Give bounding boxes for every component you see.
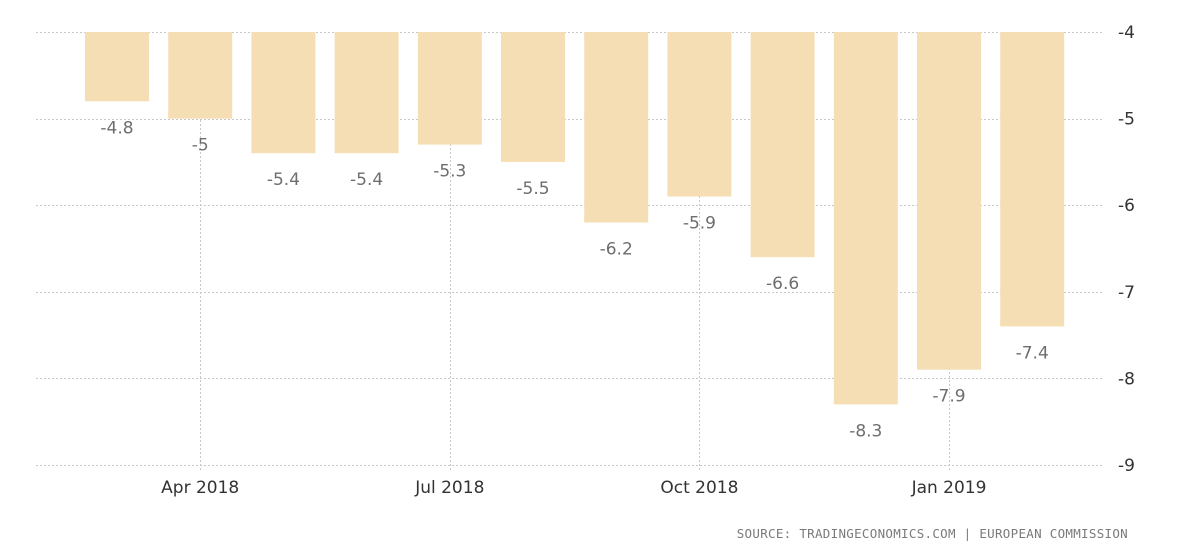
bar-feb-2019	[1000, 32, 1065, 327]
data-label: -5	[192, 136, 209, 156]
y-tick-label: -9	[1118, 456, 1135, 476]
bar-jul-2018	[417, 32, 482, 145]
data-label: -5.3	[433, 162, 466, 182]
data-label: -5.4	[350, 170, 383, 190]
y-tick-label: -5	[1118, 110, 1135, 130]
source-footer: SOURCE: TRADINGECONOMICS.COM | EUROPEAN …	[736, 526, 1128, 541]
data-label: -7.9	[932, 387, 965, 407]
bar-jun-2018	[334, 32, 399, 154]
data-label: -6.2	[600, 240, 633, 260]
data-label: -5.4	[267, 170, 300, 190]
data-label: -8.3	[849, 421, 882, 441]
x-tick-label: Jul 2018	[414, 478, 484, 498]
y-tick-label: -6	[1118, 196, 1135, 216]
x-tick-label: Jan 2019	[911, 478, 987, 498]
x-tick-label: Oct 2018	[660, 478, 738, 498]
data-label: -4.8	[100, 118, 133, 138]
bar-oct-2018	[667, 32, 732, 197]
y-tick-label: -7	[1118, 283, 1135, 303]
y-tick-label: -4	[1118, 23, 1135, 43]
bar-jan-2019	[917, 32, 981, 370]
bar-nov-2018	[750, 32, 815, 258]
x-tick-label: Apr 2018	[161, 478, 239, 498]
data-label: -5.5	[516, 179, 549, 199]
data-label: -5.9	[683, 214, 716, 234]
data-label: -6.6	[766, 274, 799, 294]
bar-aug-2018	[501, 32, 565, 162]
bar-may-2018	[251, 32, 316, 154]
data-label: -7.4	[1016, 343, 1049, 363]
bar-mar-2018	[85, 32, 149, 102]
x-axis: Apr 2018 Jul 2018 Oct 2018 Jan 2019	[161, 478, 986, 498]
bars	[85, 32, 1065, 405]
data-labels: -4.8 -5 -5.4 -5.4 -5.3 -5.5 -6.2 -5.9 -6.6 -8.3 -7…	[100, 118, 1048, 441]
y-axis: -4 -5 -6 -7 -8 -9	[1118, 23, 1135, 476]
bar-apr-2018	[168, 32, 233, 119]
bar-sep-2018	[584, 32, 649, 223]
y-tick-label: -8	[1118, 369, 1135, 389]
bar-dec-2018	[833, 32, 898, 405]
